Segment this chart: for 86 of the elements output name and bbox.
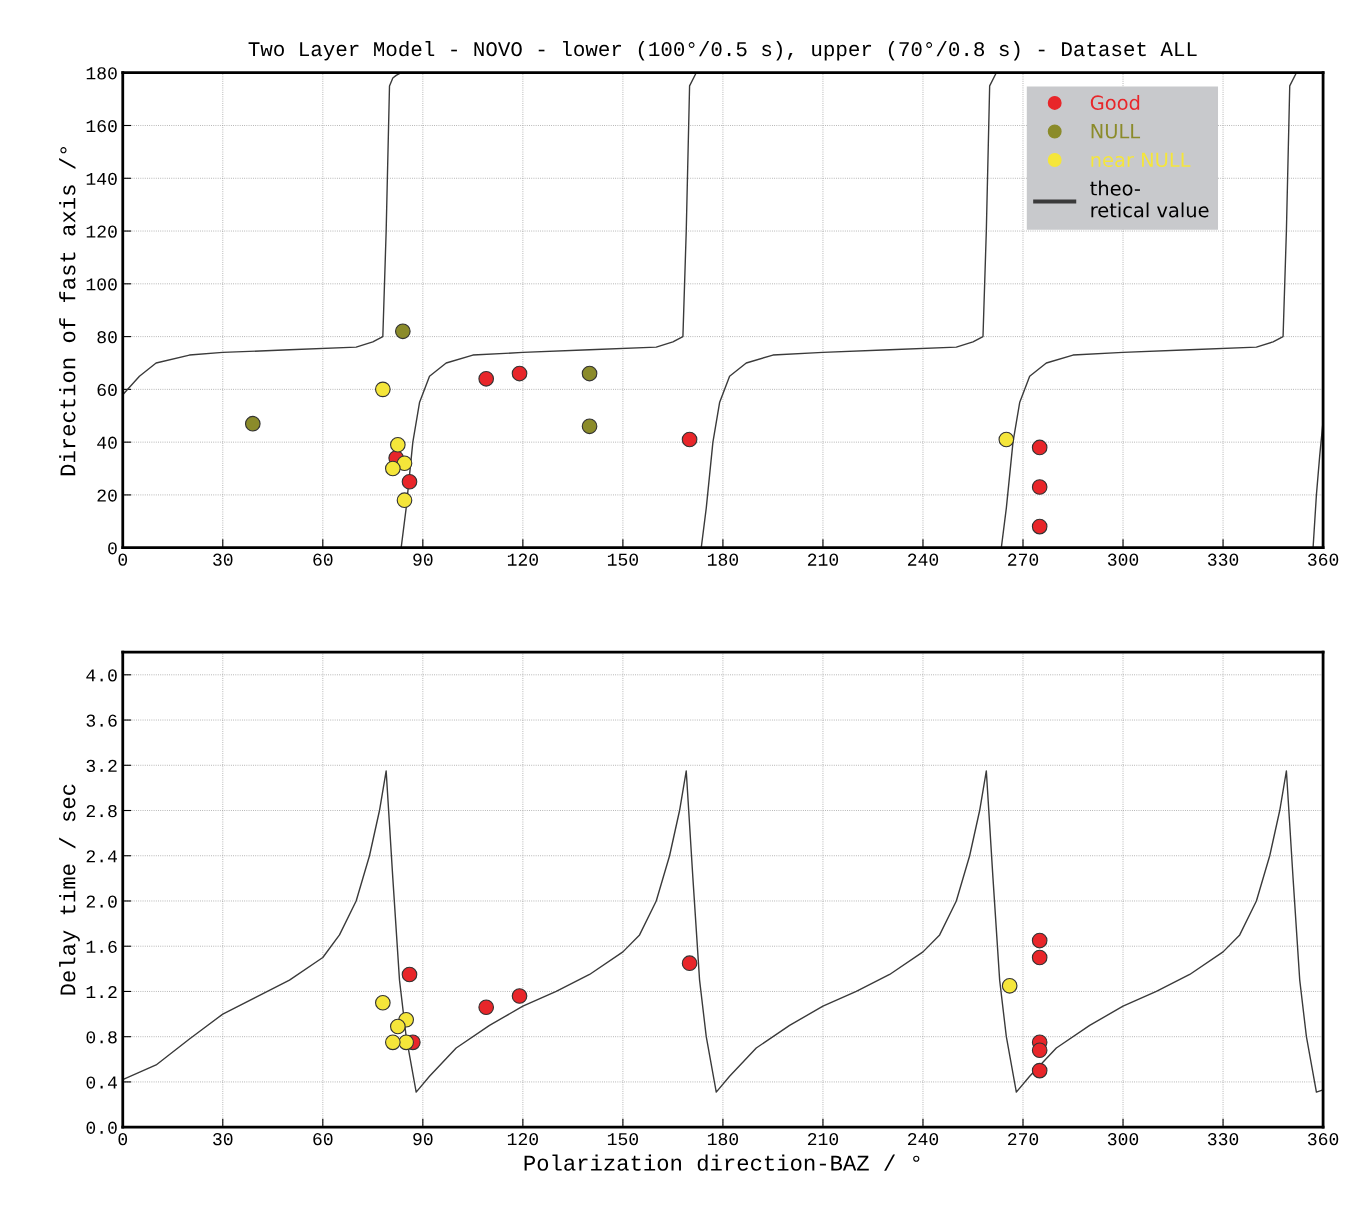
y-tick-label: 40 <box>97 436 117 449</box>
x-tick-label: 300 <box>1107 553 1139 566</box>
x-tick-label: 360 <box>1307 553 1339 566</box>
x-tick-label: 0 <box>118 1133 128 1146</box>
point <box>1031 1042 1048 1059</box>
point <box>401 473 418 490</box>
x-tick-label: 240 <box>907 553 939 566</box>
y-tick-label: 0.8 <box>86 1031 117 1044</box>
y-tick-label: 100 <box>86 278 117 291</box>
x-tick-label: 90 <box>413 553 433 566</box>
y-tick-label: 0.4 <box>86 1076 117 1089</box>
x-tick-label: 300 <box>1107 1133 1139 1146</box>
line-series <box>122 770 1324 1093</box>
x-tick-label: 330 <box>1207 553 1239 566</box>
point <box>1031 518 1048 535</box>
x-tick-label: 180 <box>707 1133 739 1146</box>
y-tick-label: 0.0 <box>86 1121 117 1134</box>
x-tick-label: 360 <box>1307 1133 1339 1146</box>
legend-label: theo- retical value <box>1090 180 1209 218</box>
y-tick-label: 3.6 <box>86 714 117 727</box>
y-axis-title: Direction of fast axis /° <box>59 147 76 476</box>
legend-label: NULL <box>1091 124 1141 139</box>
point <box>511 988 528 1004</box>
point <box>1031 1062 1048 1079</box>
x-tick-label: 0 <box>118 553 128 566</box>
chart-title: Two Layer Model - NOVO - lower (100°/0.5 s), upper (70°/0.8 s) - Dataset ALL <box>248 40 1197 61</box>
point <box>1031 439 1048 456</box>
point <box>478 370 495 387</box>
y-tick-label: 180 <box>86 67 117 80</box>
y-tick-label: 2.0 <box>86 895 117 908</box>
y-tick-label: 1.6 <box>86 940 117 953</box>
point <box>1031 932 1048 949</box>
y-tick-label: 4.0 <box>86 669 117 682</box>
point <box>478 999 495 1016</box>
point <box>244 415 261 432</box>
y-tick-label: 120 <box>86 225 117 238</box>
x-tick-label: 60 <box>313 553 333 566</box>
point <box>581 365 598 382</box>
y-tick-label: 160 <box>86 119 117 133</box>
x-axis-title: Polarization direction-BAZ / ° <box>524 1154 920 1171</box>
point <box>384 460 401 477</box>
x-tick-label: 210 <box>807 1133 839 1146</box>
x-tick-label: 90 <box>413 1133 433 1146</box>
x-tick-label: 150 <box>607 553 639 566</box>
point <box>394 323 411 340</box>
x-tick-label: 210 <box>807 553 839 566</box>
point <box>681 431 698 448</box>
y-tick-label: 2.4 <box>86 850 117 863</box>
x-tick-label: 150 <box>607 1133 639 1146</box>
x-tick-label: 180 <box>707 553 739 566</box>
point <box>374 381 391 398</box>
x-tick-label: 30 <box>213 1133 233 1146</box>
y-tick-label: 20 <box>97 489 117 502</box>
point <box>581 418 598 435</box>
point <box>681 955 698 972</box>
x-tick-label: 120 <box>507 1133 539 1146</box>
x-tick-label: 120 <box>507 553 539 566</box>
point <box>389 1018 406 1035</box>
y-tick-label: 140 <box>86 172 117 185</box>
legend-label: Good <box>1090 94 1140 111</box>
x-tick-label: 30 <box>213 553 233 566</box>
y-tick-label: 2.8 <box>86 804 117 818</box>
legend-label: near NULL <box>1091 152 1191 168</box>
x-tick-label: 240 <box>907 1133 939 1146</box>
x-tick-label: 270 <box>1008 1133 1039 1146</box>
point <box>396 455 413 472</box>
point <box>374 994 391 1011</box>
x-tick-label: 270 <box>1008 553 1039 566</box>
point <box>1031 949 1048 966</box>
x-tick-label: 60 <box>313 1133 333 1146</box>
point <box>389 436 406 453</box>
point <box>398 1034 415 1051</box>
y-tick-label: 60 <box>97 383 117 397</box>
point <box>511 365 528 382</box>
y-axis-title: Delay time / sec <box>59 784 80 995</box>
x-tick-label: 330 <box>1207 1133 1239 1146</box>
point <box>998 431 1015 448</box>
point <box>396 492 413 509</box>
point <box>401 966 418 983</box>
y-tick-label: 3.2 <box>86 759 117 772</box>
y-tick-label: 1.2 <box>86 985 117 998</box>
point <box>1001 977 1018 994</box>
y-tick-label: 0 <box>108 542 117 555</box>
y-tick-label: 80 <box>97 331 117 344</box>
point <box>384 1034 401 1051</box>
point <box>1031 479 1048 495</box>
